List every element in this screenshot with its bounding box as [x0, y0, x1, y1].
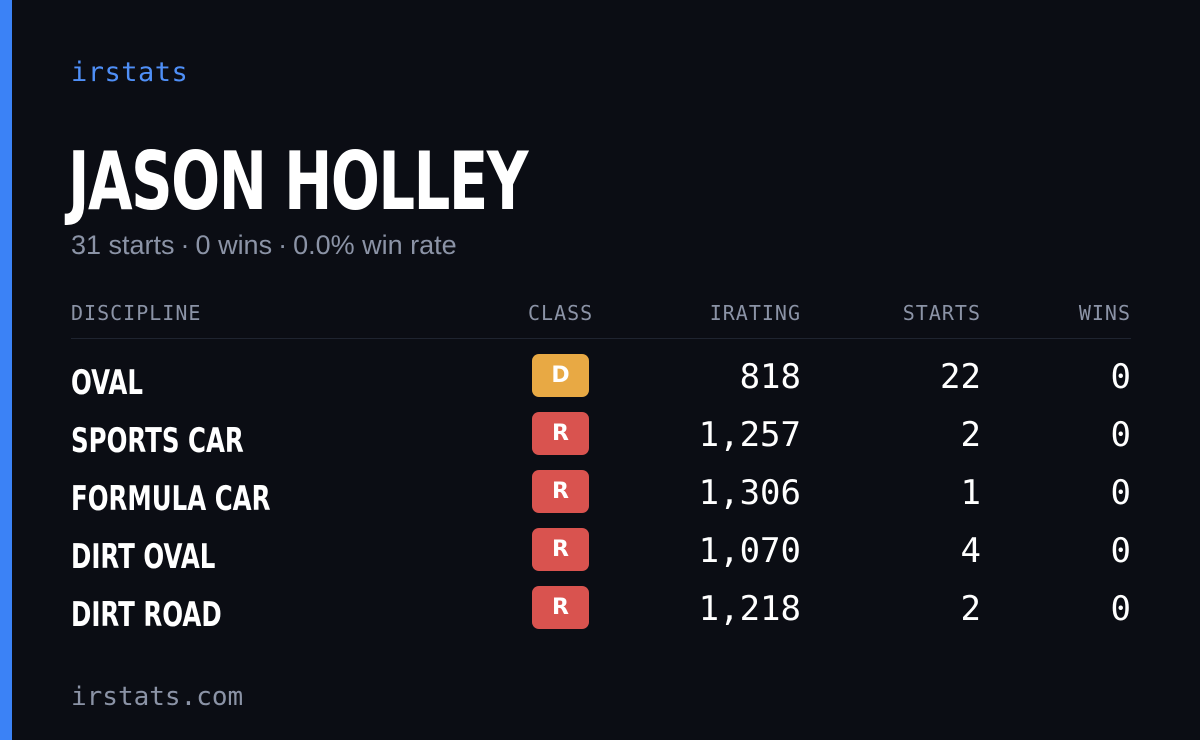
brand-logo: irstats	[71, 57, 189, 88]
header-class: CLASS	[528, 301, 594, 325]
summary-starts: 31 starts	[71, 230, 175, 260]
row-wins: 0	[1110, 589, 1131, 629]
footer-url: irstats.com	[71, 682, 244, 712]
row-discipline: FORMULA CAR	[71, 479, 271, 519]
row-irating: 1,306	[698, 473, 801, 513]
summary-separator: ·	[278, 230, 288, 260]
table-row: SPORTS CAR R 1,257 2 0	[71, 408, 1131, 466]
row-wins: 0	[1110, 531, 1131, 571]
summary-wins: 0 wins	[195, 230, 273, 260]
row-discipline: SPORTS CAR	[71, 421, 244, 461]
row-wins: 0	[1110, 415, 1131, 455]
row-irating: 1,257	[698, 415, 801, 455]
row-starts: 2	[960, 415, 981, 455]
class-badge: R	[532, 586, 589, 629]
table-row: FORMULA CAR R 1,306 1 0	[71, 466, 1131, 524]
row-wins: 0	[1110, 357, 1131, 397]
row-irating: 818	[739, 357, 801, 397]
driver-summary: 31 starts · 0 wins · 0.0% win rate	[71, 228, 457, 262]
row-wins: 0	[1110, 473, 1131, 513]
row-starts: 4	[960, 531, 981, 571]
row-irating: 1,070	[698, 531, 801, 571]
table-body: OVAL D 818 22 0 SPORTS CAR R 1,257 2 0 F…	[71, 350, 1131, 640]
class-badge: D	[532, 354, 589, 397]
row-discipline: OVAL	[71, 363, 143, 403]
table-row: DIRT OVAL R 1,070 4 0	[71, 524, 1131, 582]
table-header: DISCIPLINE CLASS IRATING STARTS WINS	[71, 300, 1131, 339]
row-starts: 2	[960, 589, 981, 629]
header-irating: IRATING	[709, 301, 801, 325]
table-row: OVAL D 818 22 0	[71, 350, 1131, 408]
driver-name: JASON HOLLEY	[68, 135, 529, 228]
row-irating: 1,218	[698, 589, 801, 629]
row-discipline: DIRT ROAD	[71, 595, 222, 635]
class-badge: R	[532, 470, 589, 513]
header-discipline: DISCIPLINE	[71, 301, 202, 325]
class-badge: R	[532, 412, 589, 455]
header-starts: STARTS	[902, 301, 981, 325]
summary-win-rate: 0.0% win rate	[293, 230, 457, 260]
class-badge: R	[532, 528, 589, 571]
table-row: DIRT ROAD R 1,218 2 0	[71, 582, 1131, 640]
summary-separator: ·	[180, 230, 190, 260]
header-wins: WINS	[1078, 301, 1131, 325]
row-discipline: DIRT OVAL	[71, 537, 216, 577]
row-starts: 1	[960, 473, 981, 513]
accent-bar	[0, 0, 12, 740]
row-starts: 22	[940, 357, 981, 397]
